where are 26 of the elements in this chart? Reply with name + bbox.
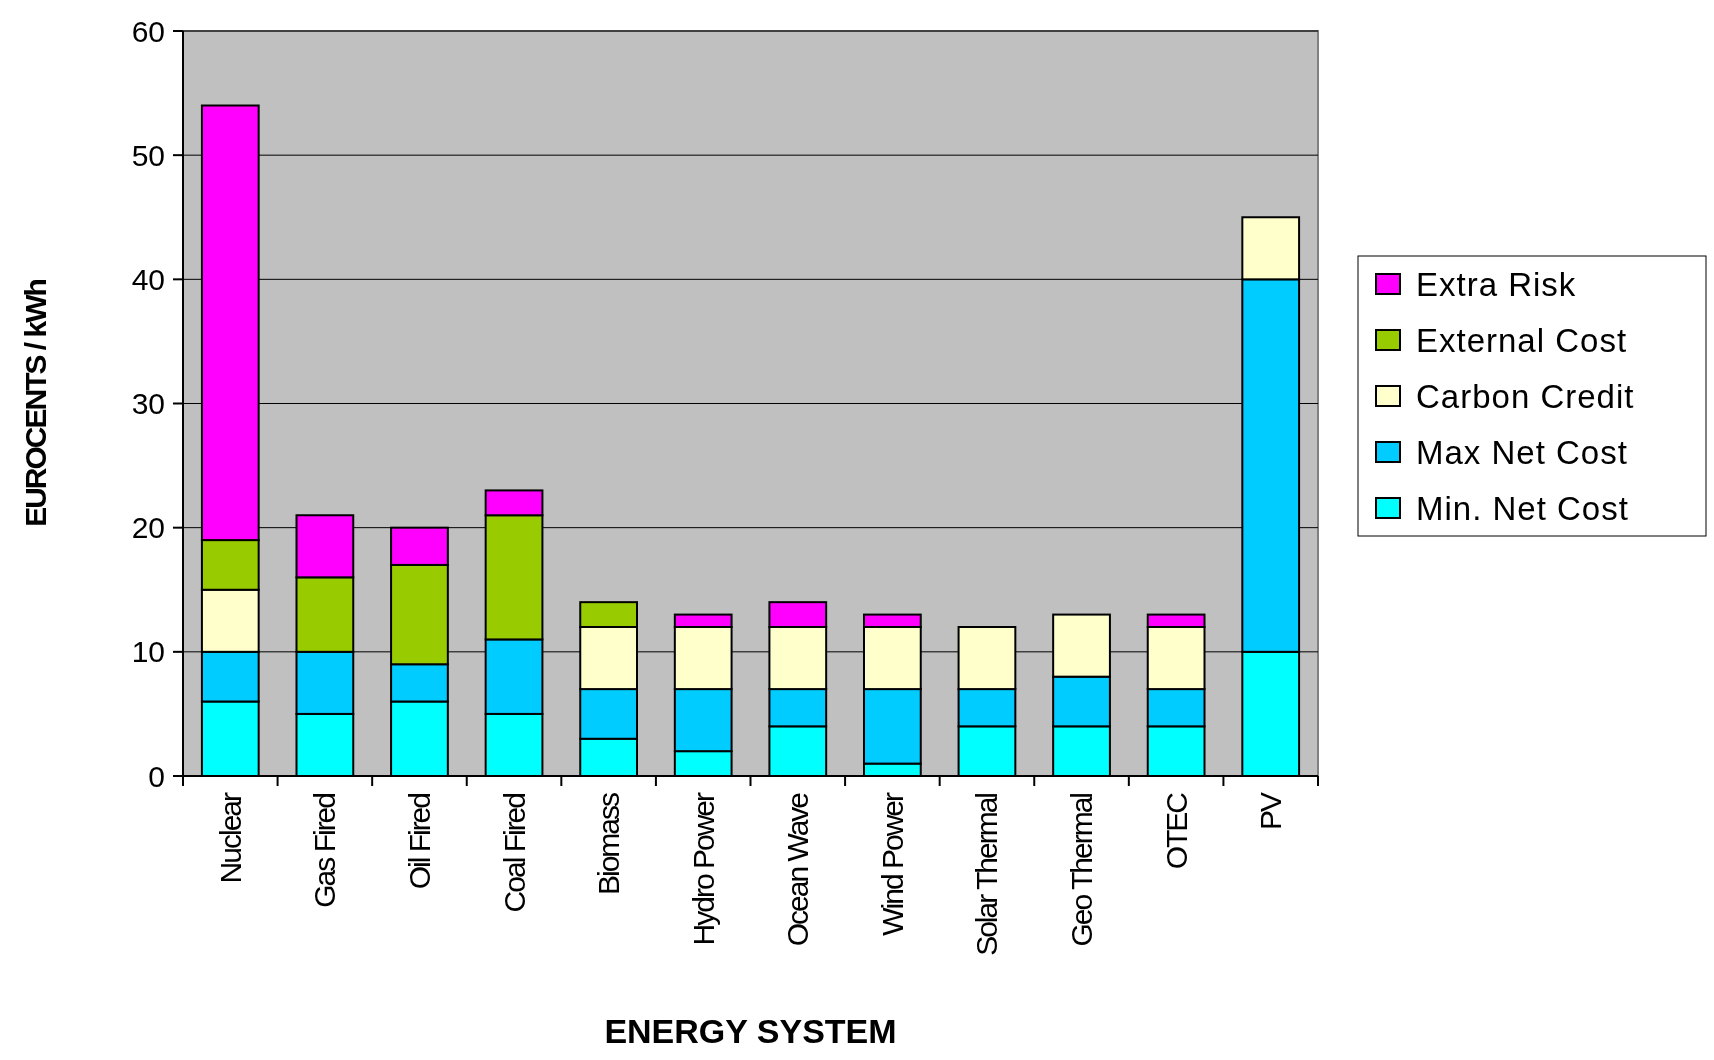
x-tick-label: Oil Fired [402,793,436,890]
legend-label: Min. Net Cost [1416,489,1629,527]
legend-label: External Cost [1416,321,1628,359]
y-tick-label: 30 [131,387,165,420]
x-tick-label: Solar Thermal [970,793,1004,956]
y-tick-label: 60 [131,14,165,48]
legend-label: Extra Risk [1416,265,1577,303]
legend-label: Carbon Credit [1416,377,1635,415]
y-tick-label: 10 [131,635,165,669]
x-tick-label: Coal Fired [497,793,531,913]
x-tick-label: Hydro Power [686,792,720,946]
y-tick-label: 20 [131,511,165,545]
legend-label: Max Net Cost [1416,433,1628,471]
x-axis-title: ENERGY SYSTEM [604,1012,897,1050]
x-tick-label: Gas Fired [308,793,342,908]
x-tick-label: PV [1254,792,1288,831]
y-axis-title: EUROCENTS / kWh [19,279,52,527]
y-tick-label: 0 [148,759,165,793]
x-tick-label: Biomass [592,793,626,896]
y-tick-label: 40 [131,262,165,296]
y-tick-label: 50 [131,138,165,172]
x-tick-label: Ocean Wave [781,792,815,947]
x-tick-label: Wind Power [875,791,909,936]
x-tick-label: Nuclear [213,791,247,884]
x-tick-label: OTEC [1159,792,1193,870]
x-tick-label: Geo Thermal [1065,793,1099,947]
